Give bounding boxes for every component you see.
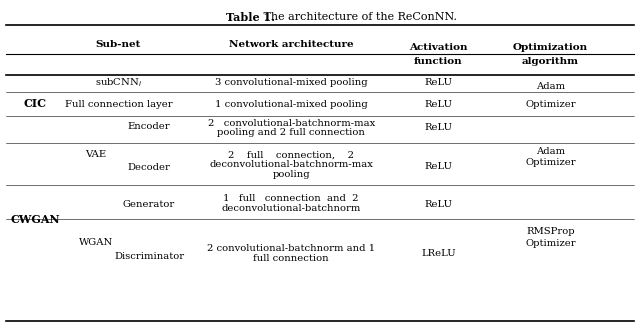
- Text: ReLU: ReLU: [424, 162, 452, 171]
- Text: ReLU: ReLU: [424, 199, 452, 209]
- Text: deconvolutional-batchnorm-max: deconvolutional-batchnorm-max: [209, 160, 373, 170]
- Text: Discriminator: Discriminator: [114, 252, 184, 261]
- Text: Sub-net: Sub-net: [96, 40, 141, 49]
- Text: 2   convolutional-batchnorm-max: 2 convolutional-batchnorm-max: [207, 118, 375, 128]
- Text: ReLU: ReLU: [424, 123, 452, 133]
- Text: The architecture of the ReConNN.: The architecture of the ReConNN.: [260, 12, 457, 22]
- Text: Activation: Activation: [409, 43, 468, 52]
- Text: RMSProp: RMSProp: [526, 227, 575, 236]
- Text: CIC: CIC: [24, 98, 47, 109]
- Text: 2 convolutional-batchnorm and 1: 2 convolutional-batchnorm and 1: [207, 244, 375, 253]
- Text: full connection: full connection: [253, 254, 329, 263]
- Text: LReLU: LReLU: [421, 249, 456, 258]
- Text: WGAN: WGAN: [79, 237, 113, 247]
- Text: Optimizer: Optimizer: [525, 239, 576, 248]
- Text: Optimizer: Optimizer: [525, 100, 576, 110]
- Text: Network architecture: Network architecture: [229, 40, 353, 49]
- Text: ReLU: ReLU: [424, 78, 452, 87]
- Text: Optimizer: Optimizer: [525, 158, 576, 167]
- Text: Adam: Adam: [536, 82, 565, 91]
- Text: 2    full    connection,    2: 2 full connection, 2: [228, 150, 354, 159]
- Text: pooling: pooling: [273, 170, 310, 179]
- Text: 1 convolutional-mixed pooling: 1 convolutional-mixed pooling: [215, 100, 367, 110]
- Text: Encoder: Encoder: [128, 122, 170, 132]
- Text: Full connection layer: Full connection layer: [65, 100, 172, 110]
- Text: deconvolutional-batchnorm: deconvolutional-batchnorm: [221, 204, 361, 214]
- Text: 1   full   connection  and  2: 1 full connection and 2: [223, 194, 359, 203]
- Text: pooling and 2 full connection: pooling and 2 full connection: [217, 128, 365, 137]
- Text: Decoder: Decoder: [128, 163, 170, 173]
- Text: Table 1.: Table 1.: [226, 12, 275, 23]
- Text: Optimization: Optimization: [513, 43, 588, 52]
- Text: Adam: Adam: [536, 147, 565, 156]
- Text: algorithm: algorithm: [522, 57, 579, 66]
- Text: CWGAN: CWGAN: [10, 214, 60, 225]
- Text: Generator: Generator: [123, 199, 175, 209]
- Text: subCNN$_i$: subCNN$_i$: [95, 76, 142, 89]
- Text: VAE: VAE: [85, 150, 107, 159]
- Text: function: function: [414, 57, 463, 66]
- Text: ReLU: ReLU: [424, 100, 452, 110]
- Text: 3 convolutional-mixed pooling: 3 convolutional-mixed pooling: [215, 78, 367, 87]
